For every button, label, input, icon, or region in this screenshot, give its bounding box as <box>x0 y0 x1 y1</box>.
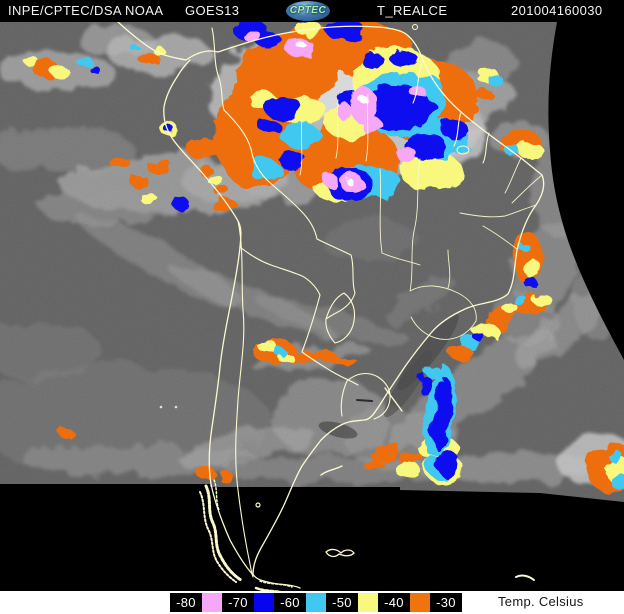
country-borders <box>211 27 490 578</box>
state-borders <box>299 93 543 340</box>
title-bar: INPE/CPTEC/DSA NOAA GOES13 CPTEC T_REALC… <box>0 0 624 22</box>
legend-label--50: -50 <box>326 593 358 612</box>
product-label: T_REALCE <box>377 3 448 18</box>
map-overlay <box>117 22 545 591</box>
legend-bar: -80 -70 -60 -50 -40 -30 Temp. Celsius <box>0 591 624 614</box>
legend-label--60: -60 <box>274 593 306 612</box>
timestamp-label: 201004160030 <box>511 3 603 18</box>
enhancement-white <box>297 43 368 185</box>
no-data-region <box>0 484 624 591</box>
legend-label--40: -40 <box>378 593 410 612</box>
small-island <box>255 502 261 508</box>
legend-label--80: -80 <box>170 593 202 612</box>
legend-swatch-yellow <box>358 593 378 612</box>
south-georgia-island <box>515 574 535 581</box>
legend-title: Temp. Celsius <box>498 594 584 609</box>
cptec-logo: CPTEC <box>286 1 330 21</box>
satellite-map <box>0 22 624 591</box>
patagonia-fjords <box>199 479 243 583</box>
legend-swatch-pink <box>202 593 222 612</box>
bright-dots <box>159 405 178 409</box>
legend-swatch-blue <box>254 593 274 612</box>
legend-swatch-cyan <box>306 593 326 612</box>
coastal-lagoon <box>320 387 403 476</box>
enhancement-layer <box>22 22 624 493</box>
legend-scale: -80 -70 -60 -50 -40 -30 <box>170 593 462 612</box>
earth-limb-shadow <box>548 22 624 360</box>
legend-swatch-orange <box>410 593 430 612</box>
trinidad-island <box>412 24 418 30</box>
satellite-label: GOES13 <box>185 3 240 18</box>
legend-label--70: -70 <box>222 593 254 612</box>
falkland-islands <box>325 548 355 558</box>
source-label: INPE/CPTEC/DSA <box>8 3 122 18</box>
tierra-del-fuego-outline <box>254 580 293 591</box>
inland-lake <box>356 399 373 402</box>
marajo-island <box>456 145 470 155</box>
agency-label: NOAA <box>125 3 164 18</box>
legend-label--30: -30 <box>430 593 462 612</box>
